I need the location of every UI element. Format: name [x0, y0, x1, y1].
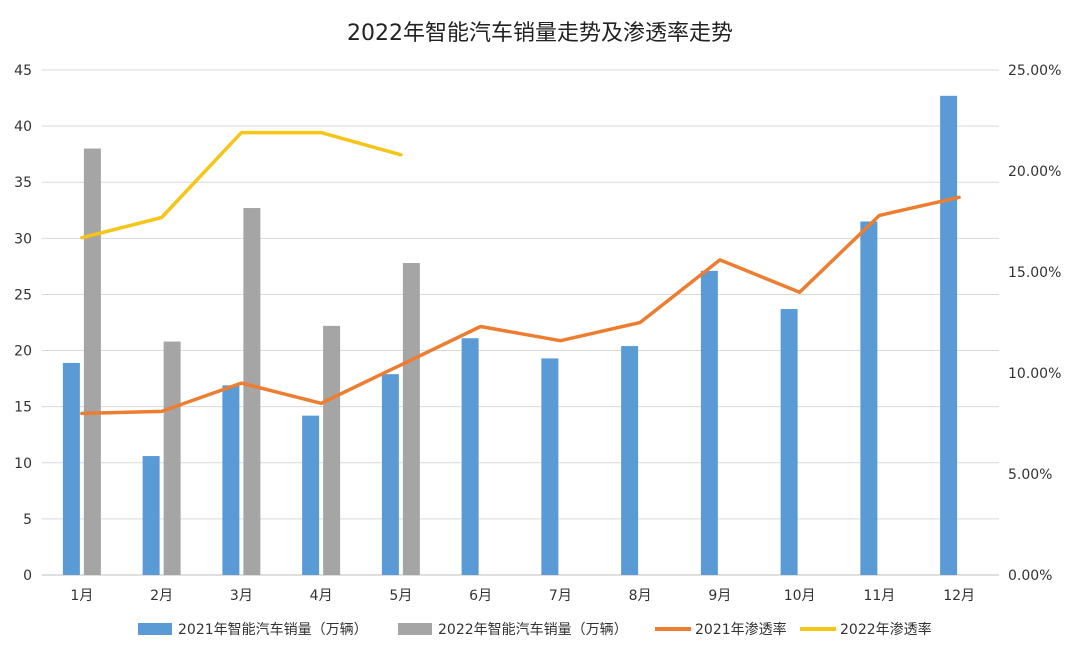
x-tick-label: 10月	[784, 588, 816, 604]
y2-tick-label: 20.00%	[1008, 164, 1061, 180]
bar-2022	[243, 208, 261, 576]
x-tick-label: 5月	[389, 588, 412, 604]
bar-2021	[780, 309, 798, 575]
legend-swatch	[138, 623, 172, 635]
axes: 0 5 10 15 20 25 30 35 40 45 0.00% 5.00% 10.00% 15.00%…	[14, 63, 1061, 604]
y-tick-label: 30	[14, 231, 32, 247]
x-tick-label: 11月	[863, 588, 895, 604]
x-tick-label: 9月	[708, 588, 731, 604]
legend-label: 2021年智能汽车销量（万辆）	[178, 621, 368, 638]
bar-2022	[83, 148, 101, 576]
bar-2021	[62, 362, 80, 575]
bars	[62, 95, 958, 576]
legend-label: 2022年智能汽车销量（万辆）	[438, 621, 628, 638]
bar-2022	[163, 341, 181, 575]
y-tick-label: 10	[14, 456, 32, 472]
bar-2021	[621, 346, 639, 575]
x-tick-label: 4月	[310, 588, 333, 604]
bar-2021	[700, 270, 718, 575]
legend-label: 2022年渗透率	[840, 621, 932, 638]
y2-tick-label: 25.00%	[1008, 63, 1061, 79]
x-tick-label: 6月	[469, 588, 492, 604]
legend: 2021年智能汽车销量（万辆） 2022年智能汽车销量（万辆） 2021年渗透率 20…	[138, 621, 932, 638]
y-tick-label: 15	[14, 400, 32, 416]
legend-label: 2021年渗透率	[695, 621, 787, 638]
gridlines	[42, 69, 999, 576]
y-tick-label: 5	[23, 512, 32, 528]
bar-2021	[461, 338, 479, 575]
y-tick-label: 20	[14, 344, 32, 360]
y-tick-label: 35	[14, 175, 32, 191]
y2-tick-label: 0.00%	[1008, 568, 1052, 584]
y-tick-label: 45	[14, 63, 32, 79]
bar-2021	[222, 385, 240, 575]
bar-2021	[541, 358, 559, 575]
legend-swatch	[398, 623, 432, 635]
x-tick-label: 1月	[70, 588, 93, 604]
bar-2021	[142, 456, 160, 575]
bar-2022	[323, 325, 341, 575]
bar-2021	[860, 221, 878, 575]
y2-tick-label: 15.00%	[1008, 265, 1061, 281]
bar-2021	[381, 374, 399, 575]
y-tick-label: 40	[14, 119, 32, 135]
x-tick-label: 7月	[549, 588, 572, 604]
lines	[80, 130, 961, 416]
x-tick-label: 12月	[943, 588, 975, 604]
y2-tick-label: 5.00%	[1008, 467, 1052, 483]
y2-tick-label: 10.00%	[1008, 366, 1061, 382]
chart-title: 2022年智能汽车销量走势及渗透率走势	[347, 21, 733, 46]
y-tick-label: 0	[23, 568, 32, 584]
bar-2021	[302, 415, 320, 575]
line-2022	[80, 130, 403, 240]
x-tick-label: 3月	[230, 588, 253, 604]
bar-2022	[402, 263, 420, 575]
line-2021	[80, 195, 961, 416]
x-tick-label: 2月	[150, 588, 173, 604]
y-tick-label: 25	[14, 287, 32, 303]
x-tick-label: 8月	[629, 588, 652, 604]
bar-2021	[940, 95, 958, 576]
